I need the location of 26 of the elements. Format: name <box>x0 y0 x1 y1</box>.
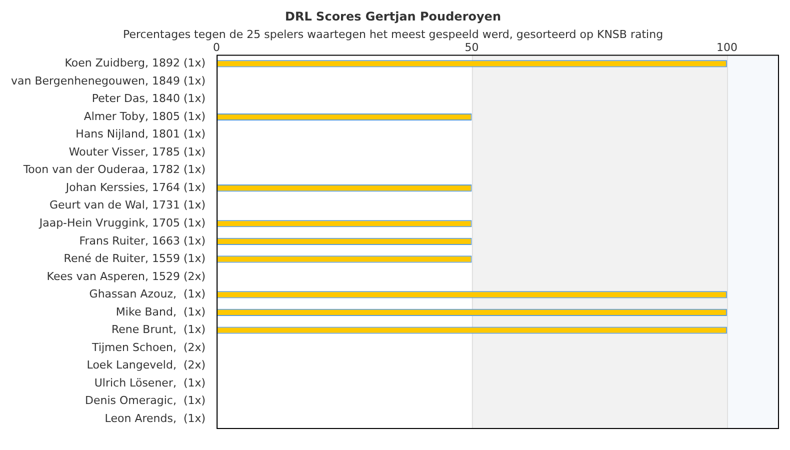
y-tick-label: René de Ruiter, 1559 (1x) <box>64 252 206 266</box>
y-tick-label: Rene Brunt, (1x) <box>111 323 206 336</box>
y-tick-label: Johan Kerssies, 1764 (1x) <box>64 180 206 194</box>
y-tick-label: Koen Zuidberg, 1892 (1x) <box>64 56 206 70</box>
chart-subtitle: Percentages tegen de 25 spelers waartegen het meest gespeeld werd, gesorteerd op KNSB rating <box>122 28 664 41</box>
y-tick-label: Kees van Asperen, 1529 (2x) <box>46 270 206 283</box>
y-tick-label: Loek Langeveld, (2x) <box>86 358 206 372</box>
x-tick-label: 0 <box>213 41 220 54</box>
y-tick-label: Frans Ruiter, 1663 (1x) <box>79 234 206 248</box>
y-tick-label: Hans Nijland, 1801 (1x) <box>76 128 206 141</box>
y-tick-label: Mike Band, (1x) <box>116 305 206 318</box>
x-tick-label: 50 <box>464 41 479 54</box>
y-tick-label: Toon van der Ouderaa, 1782 (1x) <box>22 163 206 176</box>
y-tick-label: Leon Arends, (1x) <box>104 412 206 425</box>
y-tick-label: Denis Omeragic, (1x) <box>84 394 206 408</box>
y-tick-label: Peter Das, 1840 (1x) <box>92 92 206 106</box>
y-tick-label: Ghassan Azouz, (1x) <box>89 288 206 301</box>
x-tick-label: 100 <box>716 41 738 54</box>
y-tick-label: Tijmen Schoen, (2x) <box>91 340 206 354</box>
chart-title: DRL Scores Gertjan Pouderoyen <box>285 9 501 24</box>
y-tick-label: van Bergenhenegouwen, 1849 (1x) <box>10 74 206 88</box>
y-tick-label: Geurt van de Wal, 1731 (1x) <box>49 198 206 212</box>
y-tick-label: Jaap-Hein Vruggink, 1705 (1x) <box>38 216 206 230</box>
y-tick-label: Almer Toby, 1805 (1x) <box>84 110 206 123</box>
y-tick-label: Wouter Visser, 1785 (1x) <box>68 145 206 158</box>
y-tick-label: Ulrich Lösener, (1x) <box>94 376 206 390</box>
